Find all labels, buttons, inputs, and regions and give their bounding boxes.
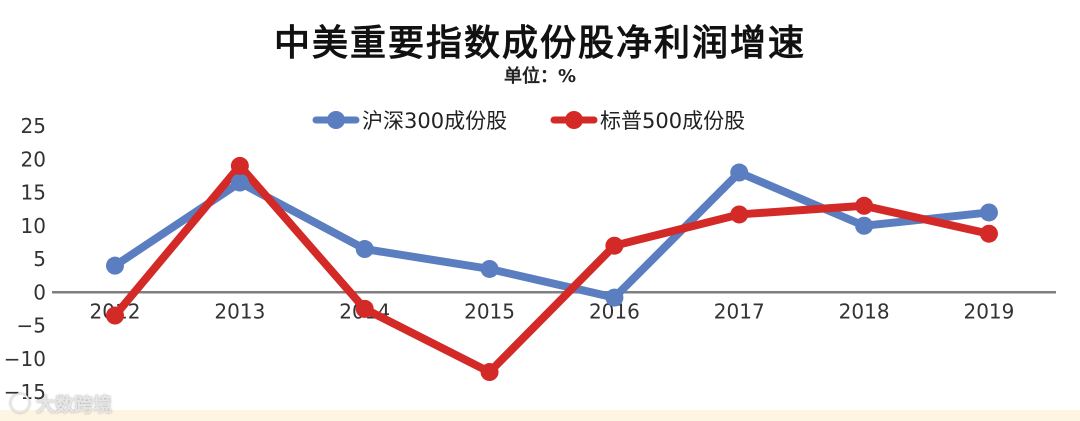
series-1-point [605,236,624,255]
series-1-point [979,224,998,243]
x-tick-label: 2015 [464,299,515,323]
watermark: 大数跨境 [10,390,112,416]
series-lines [111,161,993,377]
y-tick-label: 5 [33,247,46,271]
legend-item-0: 沪深300成份股 [312,109,507,133]
watermark-logo-icon [10,393,30,413]
y-tick-label: 20 [21,147,46,171]
y-tick-label: 15 [21,181,46,205]
series-1-point [730,205,749,224]
series-1-point [230,156,249,175]
watermark-text: 大数跨境 [36,393,113,416]
series-0-point [730,163,749,182]
series-0-point [979,203,998,222]
series-points [106,156,998,382]
series-0-point [230,173,249,192]
y-tick-label: 10 [21,214,46,238]
x-tick-label: 2013 [214,299,265,323]
legend-label: 标普500成份股 [600,109,745,133]
series-1-point [480,363,499,382]
legend-swatch-marker [565,111,583,129]
series-0-point [855,216,874,235]
chart-title: 中美重要指数成份股净利润增速 [273,23,806,64]
chart-subtitle: 单位：% [503,66,577,87]
series-1-point [106,306,124,325]
y-tick-label: 0 [33,280,46,304]
x-tick-label: 2019 [963,299,1014,323]
x-tick-label: 2018 [839,299,890,323]
y-tick-label: −5 [17,314,46,338]
series-1-point [355,299,374,318]
series-0-point [480,259,499,278]
chart-legend: 沪深300成份股 标普500成份股 [312,109,745,133]
series-0-point [355,240,374,259]
series-1-point [855,196,874,215]
y-tick-label: −10 [4,347,46,371]
series-0-point [605,288,624,307]
legend-label: 沪深300成份股 [362,109,507,133]
series-0-point [106,256,124,275]
x-tick-label: 2017 [714,299,765,323]
y-tick-label: 25 [21,114,46,138]
legend-swatch-marker [327,111,345,129]
series-line-0 [111,168,993,302]
series-line-1 [111,161,993,377]
bottom-band [0,410,1080,421]
legend-item-1: 标普500成份股 [550,109,745,133]
